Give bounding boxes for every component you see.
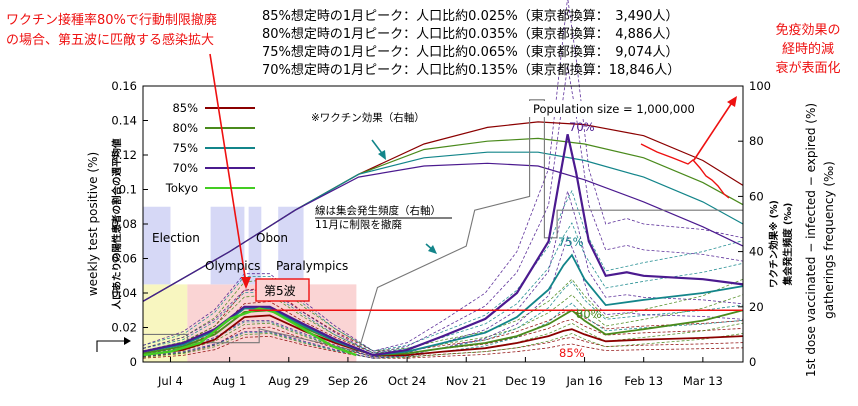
election-band [143, 206, 171, 285]
y2-axis-title-2: gatherings frequency (‰) [822, 161, 836, 319]
y-tick-label: 0.08 [111, 217, 137, 231]
x-tick-label: Dec 19 [505, 374, 546, 388]
ci-80-0 [142, 333, 744, 359]
ci-75-3 [142, 189, 744, 352]
y2-axis-title-1: 1st dose vaccinated − infected − expired… [804, 103, 818, 377]
population-bg [528, 101, 692, 117]
ci-70-1 [142, 189, 744, 358]
y-tick-label: 0.04 [111, 286, 137, 300]
origin-arrowhead [124, 337, 131, 345]
legend-label: 75% [172, 141, 198, 155]
y-axis-title: weekly test positive (%) [86, 152, 100, 296]
x-tick-label: Jul 4 [157, 374, 183, 388]
x-tick-label: Aug 29 [268, 374, 309, 388]
y2-tick-label: 0 [749, 355, 756, 369]
y2-tick-label: 40 [749, 245, 764, 259]
right-annotation-line3: 衰が表面化 [775, 60, 840, 76]
y2-axis-title-jp-1: ワクチン効果※ (%) [768, 200, 780, 288]
legend-label: 70% [172, 161, 198, 175]
y2-tick-label: 60 [749, 189, 764, 203]
ci-80-2 [142, 294, 744, 354]
peak-line-0: 85%想定時の1月ピーク：人口比約0.025%（東京都換算： 3,490人） [262, 8, 678, 24]
ci-75-0 [142, 302, 744, 359]
ci-85-0 [142, 335, 744, 359]
ci-85-2 [142, 301, 744, 354]
paralympics-label: Paralympics [276, 259, 348, 273]
peak-line-2: 75%想定時の1月ピーク：人口比約0.065%（東京都換算： 9,074人） [262, 44, 678, 60]
y-tick-label: 0 [130, 355, 137, 369]
population-label: Population size = 1,000,000 [533, 102, 695, 116]
y-tick-label: 0.1 [119, 183, 137, 197]
election-label: Election [152, 231, 200, 245]
axes: 0 0.02 0.04 0.06 0.08 0.1 0.12 0.14 0.16 0 20 40 60 8… [86, 79, 836, 388]
x-tick-label: Jan 16 [566, 374, 603, 388]
peak-line-1: 80%想定時の1月ピーク：人口比約0.035%（東京都換算： 4,886人） [262, 26, 678, 42]
y-tick-label: 0.16 [111, 79, 137, 93]
y-tick-label: 0.14 [111, 114, 137, 128]
series-line-tokyo [142, 307, 357, 357]
gathering-pointer-head [428, 245, 437, 254]
legend-label: Tokyo [165, 181, 198, 195]
y2-tick-label: 80 [749, 134, 764, 148]
left-callout-arrow [209, 53, 247, 284]
legend-label: 80% [172, 121, 198, 135]
left-callout-arrowhead [241, 277, 251, 289]
x-tick-label: Aug 1 [213, 374, 246, 388]
right-bracket [640, 143, 730, 199]
x-tick-label: Oct 24 [388, 374, 426, 388]
gathering-label: 線は集会発生頻度（右軸） [315, 204, 441, 217]
label-70: 70% [569, 120, 595, 134]
y2-tick-label: 100 [749, 79, 771, 93]
olympics-label: Olympics [205, 259, 260, 273]
origin-arrow [96, 340, 125, 352]
left-annotation-line2: の場合、第五波に匹敵する感染拡大 [6, 32, 214, 48]
x-tick-label: Feb 13 [624, 374, 663, 388]
legend-bg [150, 96, 262, 196]
ci-70-0 [142, 235, 744, 359]
x-tick-label: Nov 21 [446, 374, 487, 388]
right-callout-arrowhead [727, 96, 737, 107]
wave5-box [255, 278, 310, 302]
x-tick-label: Mar 13 [683, 374, 723, 388]
ci-70-3 [142, 0, 744, 352]
obon-band [248, 206, 262, 285]
y-tick-label: 0.12 [111, 148, 137, 162]
series-line-70 [142, 134, 744, 357]
vaccine-pointer-head [378, 150, 386, 160]
x-tick-label: Sep 26 [328, 374, 368, 388]
left-annotation-line1: ワクチン接種率80%で行動制限撤廃 [6, 12, 217, 28]
vaccine-effect-label: ※ワクチン効果（右軸） [311, 111, 425, 124]
y2-tick-label: 20 [749, 300, 764, 314]
label-85: 85% [559, 346, 585, 360]
gathering-note: 11月に制限を撤廃 [315, 218, 402, 231]
y-tick-label: 0.06 [111, 252, 137, 266]
wave5-label: 第5波 [264, 284, 296, 298]
legend: 85% 80% 75% 70% Tokyo [150, 96, 262, 196]
series-line-75 [142, 253, 744, 357]
y-tick-label: 0.02 [111, 321, 137, 335]
peak-line-3: 70%想定時の1月ピーク：人口比約0.135%（東京都換算：18,846人） [262, 62, 680, 78]
legend-label: 85% [172, 101, 198, 115]
ci-85-3 [142, 287, 744, 352]
right-annotation-line1: 免疫効果の [775, 22, 840, 38]
label-75: 75% [558, 235, 584, 249]
right-annotation-line2: 経時的減 [782, 41, 834, 57]
paralympics-band [278, 206, 304, 285]
label-80: 80% [576, 307, 602, 321]
series-line-85 [142, 314, 744, 357]
ci-75-1 [142, 281, 744, 358]
obon-label: Obon [256, 231, 288, 245]
y2-axis-title-jp-2: 集会発生頻度 (‰) [782, 203, 794, 287]
y-axis-title-jp: 人口あたりの陽性患者の割合の週平均値 [111, 138, 123, 310]
right-callout-arrow [693, 100, 734, 161]
